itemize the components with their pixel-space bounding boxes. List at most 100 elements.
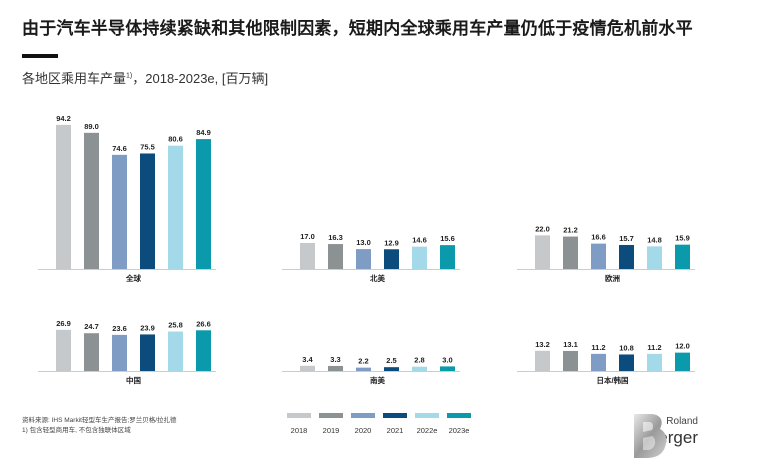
bar-2020 [112,154,127,269]
bar-value-label: 3.4 [302,355,313,364]
bar-2019 [84,132,99,269]
bar-2018 [56,124,71,270]
bar-value-label: 23.6 [112,324,127,333]
bar-2018 [300,365,315,371]
bar-2019 [328,244,343,269]
footnote-line: 1) 包含轻型商用车, 不包含独联体区域 [22,427,131,434]
region-label: 中国 [126,375,141,385]
legend-label: 2023e [449,426,470,435]
bar-2018 [56,329,71,371]
bar-2023e [440,245,455,269]
bar-2019 [84,333,99,371]
legend-label: 2018 [291,426,308,435]
bar-2020 [356,367,371,371]
bar-2023e [440,366,455,371]
legend-swatch-2020 [351,413,375,418]
bar-2019 [563,350,578,371]
bar-value-label: 10.8 [619,343,634,352]
bar-value-label: 26.6 [196,319,211,328]
legend-swatch-2022e [415,413,439,418]
bar-2021 [384,249,399,269]
legend-swatch-2023e [447,413,471,418]
bar-value-label: 17.0 [300,232,315,241]
bar-2020 [112,334,127,371]
legend-label: 2019 [323,426,340,435]
bar-value-label: 14.8 [647,235,662,244]
bar-value-label: 3.3 [330,355,340,364]
bar-2020 [356,249,371,269]
bar-value-label: 11.2 [591,343,605,352]
bar-value-label: 23.9 [140,323,155,332]
bar-2023e [675,352,690,371]
bar-2021 [619,244,634,269]
bar-value-label: 11.2 [647,343,661,352]
bar-2021 [140,334,155,371]
bar-value-label: 75.5 [140,142,155,151]
region-label: 日本/韩国 [596,375,629,385]
bar-2023e [196,139,211,269]
bar-value-label: 16.3 [328,233,343,242]
bar-value-label: 80.6 [168,135,183,144]
bar-value-label: 22.0 [535,224,550,233]
roland-berger-logo: Roland Berger [630,408,750,464]
bar-value-label: 84.9 [196,128,211,137]
bar-2020 [591,243,606,269]
source-line: 资料来源: IHS Markit轻型车生产报告;罗兰贝格/拉扎德 [22,417,177,424]
bar-value-label: 2.5 [386,356,396,365]
legend-label: 2021 [387,426,404,435]
bar-value-label: 14.6 [412,236,427,245]
bar-value-label: 74.6 [112,144,127,153]
bar-value-label: 3.0 [442,355,452,364]
bar-2018 [535,350,550,371]
bar-value-label: 13.1 [563,340,578,349]
title-underline [22,54,58,58]
logo-text-roland: Roland [666,416,698,427]
bar-2022e [412,366,427,371]
bar-value-label: 24.7 [84,322,99,331]
bar-2023e [675,244,690,269]
bar-2022e [647,353,662,371]
bar-2022e [412,246,427,269]
region-label: 南美 [370,375,385,385]
bar-value-label: 2.8 [414,356,424,365]
bar-2022e [647,246,662,269]
subtitle-rest: ，2018-2023e, [百万辆] [132,71,269,86]
logo-b-mark-icon [634,414,667,458]
bar-2021 [384,367,399,371]
bar-2021 [619,354,634,371]
bar-2019 [328,365,343,371]
bar-2023e [196,330,211,371]
chart-subtitle: 各地区乘用车产量1)，2018-2023e, [百万辆] [22,68,268,87]
bar-value-label: 25.8 [168,321,183,330]
bar-value-label: 21.2 [563,226,578,235]
bar-2020 [591,353,606,371]
bar-2018 [300,242,315,269]
bar-value-label: 15.7 [619,234,634,243]
region-label: 欧洲 [605,273,620,283]
bar-value-label: 13.2 [535,340,550,349]
legend-swatch-2018 [287,413,311,418]
bar-value-label: 12.0 [675,342,690,351]
bar-2021 [140,153,155,269]
bar-value-label: 13.0 [356,238,371,247]
bar-value-label: 26.9 [56,319,71,328]
bar-2018 [535,235,550,269]
bar-value-label: 2.2 [358,357,368,366]
bar-2022e [168,145,183,269]
legend-swatch-2019 [319,413,343,418]
legend-swatch-2021 [383,413,407,418]
bar-2019 [563,236,578,269]
legend-label: 2020 [355,426,372,435]
bar-value-label: 15.9 [675,234,690,243]
bar-value-label: 94.2 [56,114,71,123]
subtitle-main: 各地区乘用车产量 [22,71,127,86]
subtitle-footnote-marker: 1) [126,72,133,80]
bar-value-label: 16.6 [591,233,606,242]
bar-2022e [168,331,183,371]
region-label: 全球 [125,273,141,283]
bar-value-label: 89.0 [84,122,99,131]
page-title: 由于汽车半导体持续紧缺和其他限制因素，短期内全球乘用车产量仍低于疫情危机前水平 [22,19,693,38]
source-notes: 资料来源: IHS Markit轻型车生产报告;罗兰贝格/拉扎德 1) 包含轻型… [22,416,177,436]
bar-value-label: 12.9 [384,238,399,247]
